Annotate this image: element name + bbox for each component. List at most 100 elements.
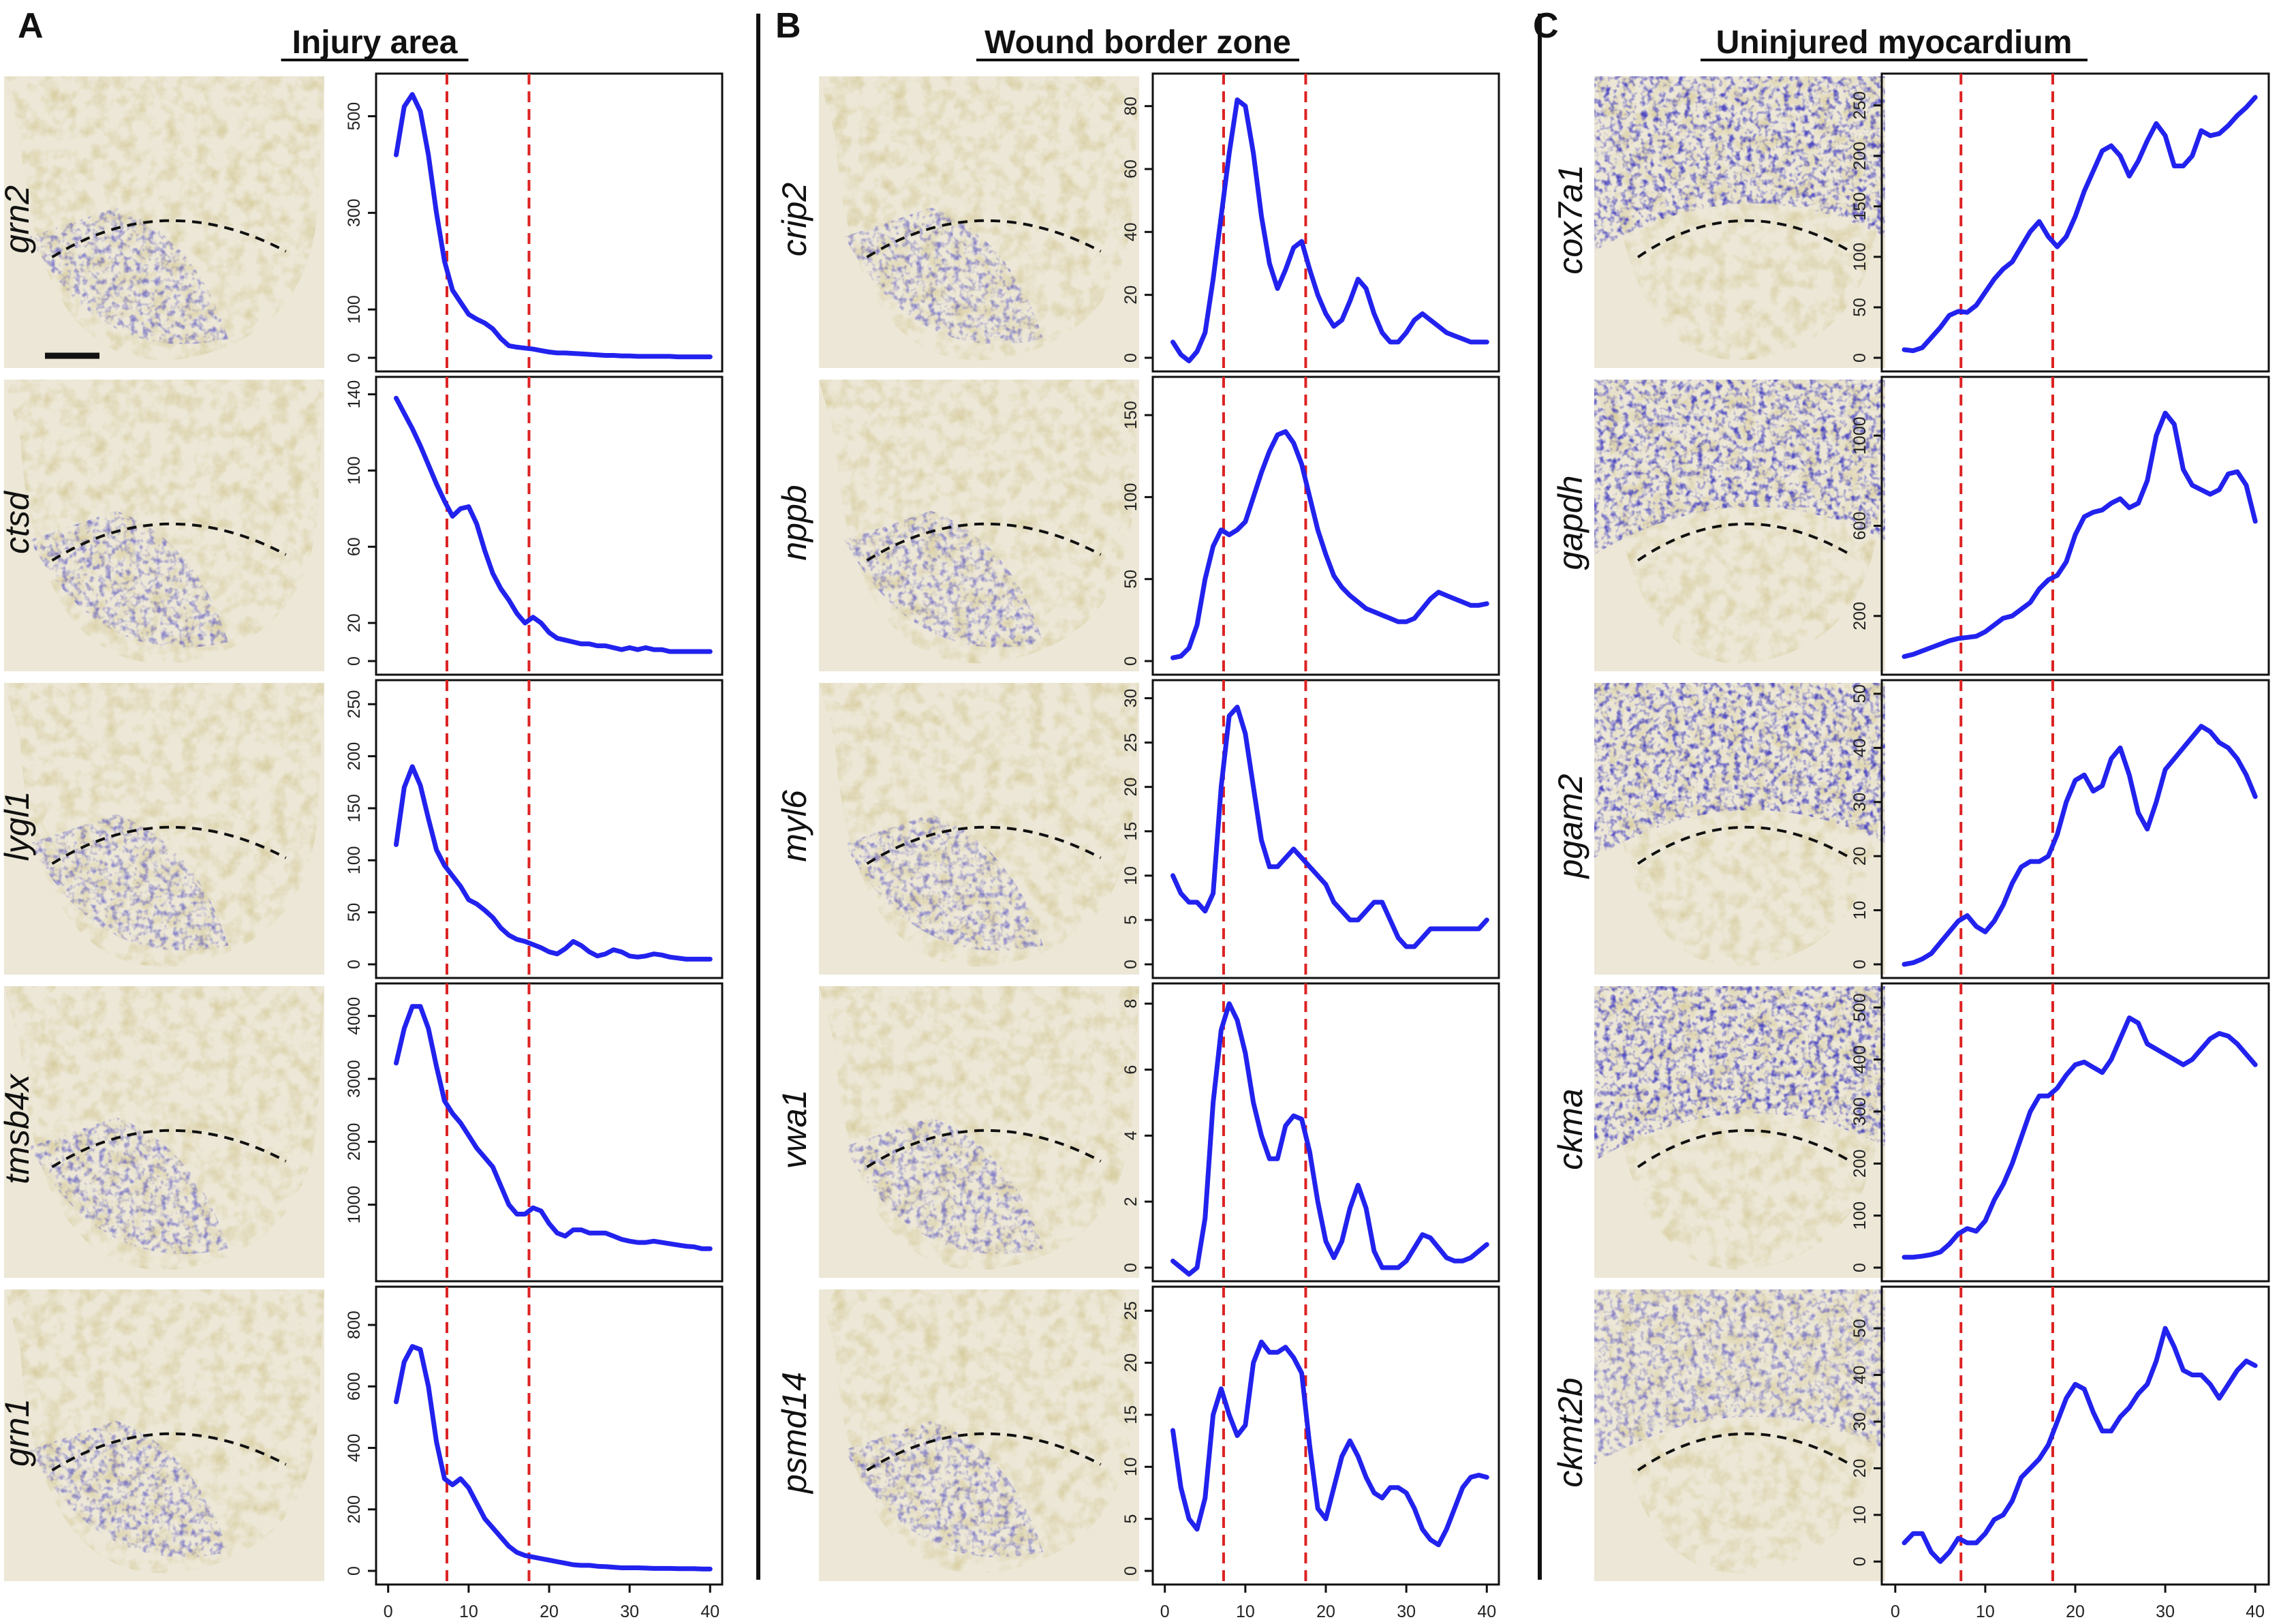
micrograph: [4, 1289, 324, 1581]
y-tick-label: 40: [1850, 738, 1870, 757]
micrograph: [819, 380, 1139, 671]
y-tick-label: 0: [1850, 1263, 1870, 1272]
plot-frame: [1151, 72, 1500, 373]
stain-signal: [844, 1420, 1043, 1557]
y-tick-label: 200: [1850, 1149, 1870, 1178]
y-tick-label: 100: [1850, 1202, 1870, 1230]
wound-border-line: [866, 1129, 1102, 1169]
stain-signal: [844, 510, 1043, 647]
micrograph-content: [1594, 986, 1885, 1270]
plot-frame: [1880, 679, 2270, 979]
micrograph-content: [1594, 76, 1885, 361]
stain-signal: [29, 207, 228, 344]
micrograph-content: [1594, 1289, 1885, 1574]
y-tick-label: 0: [1121, 353, 1141, 363]
expression-curve: [1902, 410, 2258, 659]
x-tick-label: 40: [1477, 1602, 1496, 1621]
y-tick-label: 140: [345, 380, 364, 409]
x-tick-label: 10: [459, 1602, 478, 1621]
y-tick-label: 4000: [345, 997, 364, 1035]
expression-curve: [1902, 1326, 2258, 1564]
x-tick-label: 0: [1160, 1602, 1170, 1621]
stain-signal: [1594, 683, 1885, 858]
y-tick-label: 200: [345, 1495, 364, 1524]
y-tick-label: 150: [1121, 401, 1141, 429]
panel-title: Injury area: [292, 25, 458, 61]
y-tick-label: 300: [1850, 1097, 1870, 1126]
wound-border-line: [866, 522, 1102, 562]
micrograph: [819, 683, 1139, 975]
x-tick-label: 20: [2066, 1602, 2085, 1621]
plot-frame: [1151, 376, 1500, 676]
y-tick-label: 2: [1121, 1197, 1141, 1206]
plot-frame: [375, 982, 724, 1283]
panel-letter: B: [775, 6, 801, 46]
y-tick-label: 100: [1850, 243, 1870, 271]
stain-signal: [29, 814, 228, 951]
row-tmsb4x: tmsb4x 1000 2000 3000 4000: [0, 982, 724, 1283]
stain-signal: [844, 814, 1043, 951]
y-tick-label: 1000: [345, 1186, 364, 1224]
row-gapdh: gapdh 200 600 1000: [1551, 376, 2270, 676]
stain-signal: [844, 207, 1043, 344]
micrograph-content: [4, 1289, 324, 1574]
x-tick-label: 20: [1316, 1602, 1335, 1621]
stain-signal: [1594, 380, 1885, 555]
line-chart: 0 20 60 100 140: [345, 376, 724, 676]
row-nppb: nppb 0 50 100 150: [775, 376, 1500, 676]
micrograph: [4, 683, 324, 975]
row-cox7a1: cox7a1 0 50 100 150 200 250: [1551, 72, 2270, 373]
stain-signal: [29, 1420, 228, 1557]
micrograph-content: [4, 76, 324, 361]
y-tick-label: 10: [1850, 901, 1870, 920]
x-tick-label: 30: [1397, 1602, 1416, 1621]
y-tick-label: 250: [1850, 91, 1870, 120]
x-tick-label: 10: [1236, 1602, 1255, 1621]
gene-label: crip2: [775, 183, 813, 257]
line-chart: 1000 2000 3000 4000: [345, 982, 724, 1283]
micrograph: [4, 76, 324, 368]
micrograph-content: [819, 380, 1139, 664]
micrograph: [1594, 380, 1885, 671]
expression-curve: [1170, 1339, 1489, 1548]
panel-title: Uninjured myocardium: [1716, 25, 2073, 61]
y-tick-label: 40: [1121, 222, 1141, 241]
y-tick-label: 20: [1121, 778, 1141, 797]
y-tick-label: 25: [1121, 1301, 1141, 1320]
y-tick-label: 10: [1121, 1457, 1141, 1476]
y-tick-label: 600: [1850, 512, 1870, 540]
y-tick-label: 5: [1121, 915, 1141, 925]
y-tick-label: 15: [1121, 822, 1141, 841]
y-tick-label: 20: [1121, 1353, 1141, 1373]
micrograph-content: [4, 986, 324, 1270]
gene-label: cox7a1: [1551, 164, 1589, 274]
line-chart: 0 10 20 30 40 50 0 10 20 30 40: [1850, 1285, 2270, 1621]
y-tick-label: 50: [345, 903, 364, 922]
micrograph: [4, 380, 324, 671]
row-psmd14: psmd14 0 5 10 15 20 25 0 10 20 30 40: [775, 1285, 1500, 1621]
row-ckma: ckma 0 100 200 300 400 500: [1551, 982, 2270, 1283]
micrograph-content: [4, 683, 324, 967]
y-tick-label: 0: [1121, 1566, 1141, 1576]
y-tick-label: 0: [1121, 656, 1141, 666]
plot-frame: [375, 72, 724, 373]
y-tick-label: 100: [345, 457, 364, 485]
wound-border-line: [51, 825, 287, 866]
line-chart: 0 50 100 150 200 250: [1850, 72, 2270, 373]
expression-curve: [1902, 724, 2258, 967]
y-tick-label: 500: [345, 102, 364, 131]
y-tick-label: 50: [1850, 684, 1870, 703]
y-tick-label: 25: [1121, 733, 1141, 752]
micrograph-content: [819, 76, 1139, 361]
panel-a: A Injury areagrn20100300500ctsd0206010014…: [0, 6, 724, 1621]
y-tick-label: 20: [1121, 286, 1141, 305]
plot-frame: [375, 679, 724, 979]
y-tick-label: 0: [1850, 353, 1870, 363]
y-tick-label: 200: [1850, 602, 1870, 630]
y-tick-label: 20: [1850, 846, 1870, 866]
x-tick-label: 30: [2156, 1602, 2175, 1621]
gene-label: vwa1: [775, 1090, 813, 1169]
line-chart: 0 50 100 150: [1121, 376, 1500, 676]
gene-label: psmd14: [775, 1372, 813, 1495]
line-chart: 0 5 10 15 20 25 30: [1121, 679, 1500, 979]
